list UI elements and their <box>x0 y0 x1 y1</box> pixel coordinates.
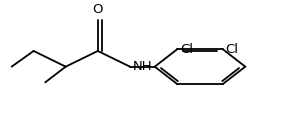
Text: Cl: Cl <box>226 43 239 56</box>
Text: O: O <box>93 3 103 16</box>
Text: NH: NH <box>133 60 152 73</box>
Text: Cl: Cl <box>180 43 193 56</box>
